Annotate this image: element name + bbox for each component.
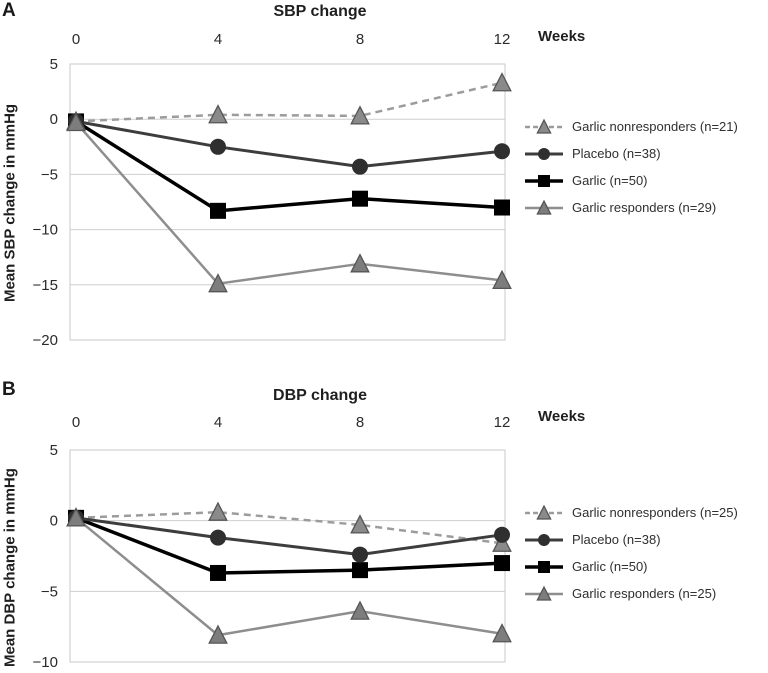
legend-item: Garlic responders (n=29) — [524, 194, 738, 221]
legend-item: Placebo (n=38) — [524, 526, 738, 553]
triangle-marker-icon — [208, 624, 228, 644]
legend-label: Placebo (n=38) — [572, 532, 661, 547]
y-tick-label: −5 — [41, 583, 58, 600]
chart-title-sbp: SBP change — [273, 3, 367, 20]
triangle-marker-icon — [492, 623, 512, 643]
y-tick-label: 0 — [50, 111, 58, 128]
x-tick-label: 12 — [494, 414, 511, 431]
circle-marker-icon — [538, 533, 550, 546]
legend-label: Garlic (n=50) — [572, 559, 648, 574]
legend-sbp: Garlic nonresponders (n=21) Placebo (n=38… — [524, 113, 738, 221]
triangle-marker-icon — [536, 199, 552, 215]
legend-item: Garlic nonresponders (n=21) — [524, 113, 738, 140]
circle-marker-icon — [352, 546, 368, 563]
y-tick-label: −10 — [33, 222, 58, 239]
legend-label: Garlic responders (n=29) — [572, 200, 717, 215]
legend-item: Garlic nonresponders (n=25) — [524, 499, 738, 526]
square-marker-icon — [494, 555, 510, 572]
circle-marker-icon — [494, 143, 510, 160]
chart-title-dbp: DBP change — [273, 387, 367, 404]
y-tick-label: −5 — [41, 166, 58, 183]
triangle-marker-icon — [350, 600, 370, 620]
panel-label-a: A — [2, 0, 16, 21]
triangle-marker-icon — [350, 514, 370, 534]
x-tick-label: 4 — [214, 31, 222, 48]
x-tick-label: 0 — [72, 31, 80, 48]
legend-swatch-icon — [525, 585, 563, 601]
legend-swatch-icon — [525, 533, 563, 546]
x-axis-label-dbp: Weeks — [538, 408, 586, 425]
x-tick-label: 0 — [72, 414, 80, 431]
triangle-marker-icon — [350, 253, 370, 273]
square-marker-icon — [352, 562, 368, 579]
circle-marker-icon — [210, 138, 226, 155]
legend-swatch-icon — [525, 504, 563, 520]
legend-swatch-icon — [525, 118, 563, 134]
legend-item: Garlic (n=50) — [524, 167, 738, 194]
legend-label: Garlic (n=50) — [572, 173, 648, 188]
plot-area-dbp: 50−5−100 4 8 12 — [33, 414, 512, 671]
legend-label: Garlic nonresponders (n=21) — [572, 119, 738, 134]
series-line — [75, 516, 503, 637]
x-tick-label: 12 — [494, 31, 511, 48]
circle-marker-icon — [352, 158, 368, 175]
legend-item: Placebo (n=38) — [524, 140, 738, 167]
triangle-marker-icon — [350, 105, 370, 125]
series-line — [75, 516, 503, 575]
y-tick-label: −20 — [33, 332, 58, 349]
triangle-marker-icon — [208, 104, 228, 124]
circle-marker-icon — [538, 147, 550, 160]
x-axis-label-sbp: Weeks — [538, 28, 586, 45]
legend-swatch-icon — [525, 174, 563, 187]
series-line — [75, 119, 503, 213]
legend-dbp: Garlic nonresponders (n=25) Placebo (n=38… — [524, 499, 738, 607]
x-tick-label: 8 — [356, 414, 364, 431]
square-marker-icon — [210, 202, 226, 219]
legend-label: Garlic responders (n=25) — [572, 586, 717, 601]
circle-marker-icon — [210, 529, 226, 546]
square-marker-icon — [210, 564, 226, 581]
square-marker-icon — [538, 560, 550, 573]
series-line — [75, 119, 503, 169]
panel-dbp: B DBP change Weeks Mean DBP change in mm… — [0, 375, 768, 673]
y-tick-label: 5 — [50, 442, 58, 459]
triangle-marker-icon — [492, 72, 512, 92]
legend-swatch-icon — [525, 147, 563, 160]
panel-sbp: A SBP change Weeks Mean SBP change in mm… — [2, 0, 738, 349]
legend-swatch-icon — [525, 199, 563, 215]
square-marker-icon — [352, 190, 368, 207]
triangle-marker-icon — [536, 118, 552, 134]
circle-marker-icon — [494, 526, 510, 543]
triangle-marker-icon — [66, 111, 86, 132]
legend-label: Placebo (n=38) — [572, 146, 661, 161]
square-marker-icon — [538, 174, 550, 187]
triangle-marker-icon — [208, 501, 228, 521]
series-line — [75, 121, 503, 286]
triangle-marker-icon — [536, 504, 552, 520]
plot-border — [69, 449, 506, 663]
series-line — [75, 516, 503, 557]
x-tick-label: 4 — [214, 414, 222, 431]
series-line — [75, 81, 503, 123]
plot-area-sbp: 50−5−10−15−200 4 8 12 — [33, 31, 512, 349]
legend-swatch-icon — [525, 560, 563, 573]
legend-item: Garlic responders (n=25) — [524, 580, 738, 607]
triangle-marker-icon — [492, 269, 512, 290]
y-tick-label: 5 — [50, 56, 58, 73]
panel-label-b: B — [2, 379, 16, 400]
square-marker-icon — [494, 199, 510, 216]
triangle-marker-icon — [208, 273, 228, 293]
triangle-marker-icon — [66, 507, 86, 527]
triangle-marker-icon — [536, 585, 552, 601]
y-tick-label: −15 — [33, 277, 58, 294]
legend-item: Garlic (n=50) — [524, 553, 738, 580]
y-tick-label: −10 — [33, 654, 58, 671]
y-tick-label: 0 — [50, 513, 58, 530]
x-tick-label: 8 — [356, 31, 364, 48]
legend-label: Garlic nonresponders (n=25) — [572, 505, 738, 520]
